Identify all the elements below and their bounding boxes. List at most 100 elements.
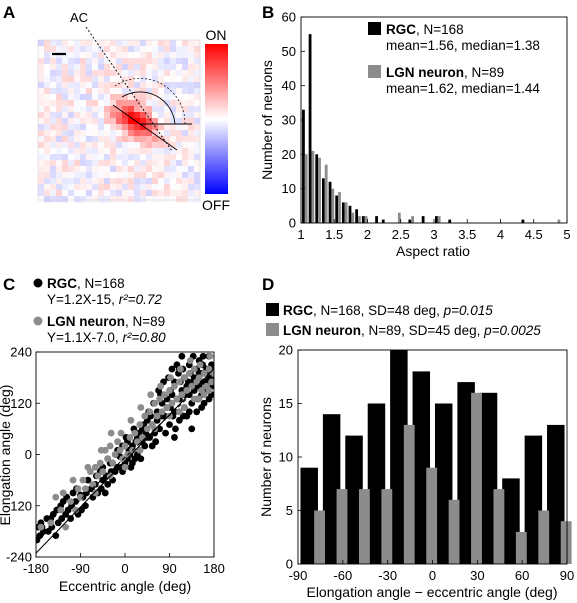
rf-pixel	[44, 178, 51, 185]
rgc-bar	[435, 216, 438, 223]
rf-pixel	[80, 112, 87, 119]
rf-pixel	[38, 124, 45, 131]
rf-pixel	[116, 172, 123, 179]
rf-pixel	[44, 40, 51, 47]
panel-d-label: D	[262, 275, 274, 294]
rf-pixel	[194, 160, 201, 167]
rf-pixel	[38, 82, 45, 89]
lgn-point	[147, 391, 155, 399]
rf-pixel	[152, 190, 159, 197]
rf-pixel	[182, 100, 189, 107]
rf-pixel	[182, 82, 189, 89]
lgn-point	[173, 395, 181, 403]
lgn-point	[205, 365, 213, 373]
y-tick-label: 40	[282, 78, 296, 93]
rf-pixel	[134, 46, 141, 53]
rf-pixel	[68, 124, 75, 131]
lgn-point	[47, 519, 55, 527]
rf-pixel	[74, 136, 81, 143]
rf-pixel	[140, 46, 147, 53]
lgn-bar	[336, 489, 348, 564]
legend-c-rgc-stats: , N=168	[77, 276, 125, 291]
x-tick-label: 30	[470, 568, 484, 583]
rf-pixel	[86, 130, 93, 137]
rf-pixel	[158, 70, 165, 77]
rf-pixel	[182, 40, 189, 47]
lgn-point	[67, 498, 75, 505]
rgc-point	[168, 365, 176, 373]
rf-pixel	[92, 58, 99, 65]
rf-pixel	[122, 196, 129, 203]
x-tick-label: -60	[333, 568, 352, 583]
rf-pixel	[164, 58, 171, 65]
rf-pixel	[50, 58, 57, 65]
rf-pixel	[158, 190, 165, 197]
rf-pixel	[110, 154, 117, 161]
rf-pixel	[92, 40, 99, 47]
rf-pixel	[68, 100, 75, 107]
rf-pixel	[92, 100, 99, 107]
legend-c-lgn-r2: r²=0.80	[122, 330, 166, 345]
rf-pixel	[62, 82, 69, 89]
rf-pixel	[86, 46, 93, 53]
rgc-bar	[521, 219, 525, 223]
rf-pixel	[74, 94, 81, 101]
rf-pixel	[44, 136, 51, 143]
rf-pixel	[38, 52, 45, 59]
rf-pixel	[128, 154, 135, 161]
lgn-bar	[557, 219, 561, 223]
rf-pixel	[134, 136, 141, 143]
lgn-point	[91, 489, 99, 497]
rgc-point	[101, 489, 109, 497]
rf-pixel	[56, 160, 63, 167]
rgc-point	[178, 352, 186, 360]
rf-pixel	[50, 190, 57, 197]
rf-pixel	[170, 40, 177, 47]
rf-pixel	[116, 178, 123, 185]
rf-pixel	[116, 100, 123, 107]
rf-pixel	[80, 196, 87, 203]
rf-pixel	[164, 70, 171, 77]
rf-pixel	[158, 166, 165, 173]
rf-pixel	[62, 64, 69, 71]
panel-b-label: B	[262, 3, 274, 22]
rf-pixel	[62, 94, 69, 101]
lgn-point	[200, 369, 208, 377]
rf-pixel	[152, 88, 159, 95]
rf-pixel	[128, 142, 135, 149]
rf-pixel	[170, 100, 177, 107]
rf-pixel	[50, 52, 57, 59]
panel-c-ylabel: Elongation angle (deg)	[0, 385, 13, 526]
panel-d-ylabel: Number of neurons	[258, 397, 274, 517]
rf-pixel	[110, 160, 117, 167]
lgn-point	[143, 425, 151, 433]
rgc-bar	[300, 467, 318, 564]
x-tick-label: -180	[23, 561, 49, 576]
rf-pixel	[122, 178, 129, 185]
rf-pixel	[140, 178, 147, 185]
rf-pixel	[122, 94, 129, 101]
lgn-point	[121, 463, 129, 471]
rf-pixel	[68, 136, 75, 143]
rf-pixel	[158, 76, 165, 83]
rf-pixel	[122, 40, 129, 47]
rf-pixel	[164, 130, 171, 137]
legend-d-lgn-name: LGN neuron	[283, 323, 361, 338]
rf-pixel	[182, 130, 189, 137]
rf-pixel	[80, 64, 87, 71]
rf-pixel	[80, 130, 87, 137]
rf-pixel	[164, 196, 171, 203]
rf-pixel	[134, 58, 141, 65]
rf-pixel	[128, 124, 135, 131]
rf-pixel	[68, 196, 75, 203]
lgn-bar	[515, 531, 527, 564]
lgn-point	[91, 463, 99, 471]
rgc-point	[162, 429, 169, 437]
rf-pixel	[62, 40, 69, 47]
rf-pixel	[170, 46, 177, 53]
panel-d-bars	[300, 350, 572, 564]
rf-pixel	[80, 40, 87, 47]
rf-pixel	[122, 142, 129, 149]
colorbar	[205, 44, 228, 194]
rf-pixel	[134, 148, 141, 155]
